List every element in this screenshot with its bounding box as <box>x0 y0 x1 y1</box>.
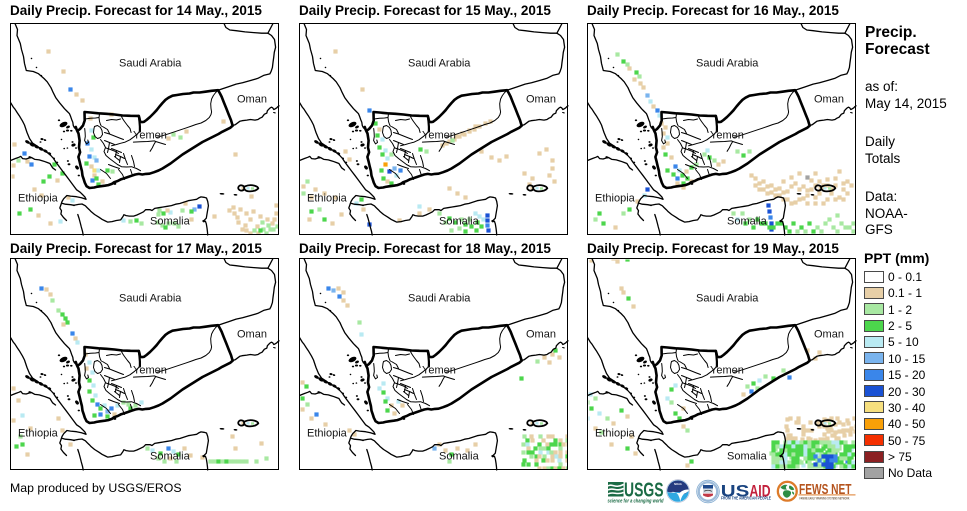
svg-text:US: US <box>721 481 750 500</box>
svg-text:USGS: USGS <box>624 479 664 502</box>
svg-text:FAMINE EARLY WARNING SYSTEMS N: FAMINE EARLY WARNING SYSTEMS NETWORK <box>800 496 850 500</box>
svg-text:NOAA: NOAA <box>674 482 682 486</box>
svg-text:FEWS NET: FEWS NET <box>799 482 852 498</box>
svg-text:science for a changing world: science for a changing world <box>608 498 664 504</box>
svg-text:FROM THE AMERICAN PEOPLE: FROM THE AMERICAN PEOPLE <box>721 496 771 501</box>
svg-text:AID: AID <box>750 481 771 500</box>
